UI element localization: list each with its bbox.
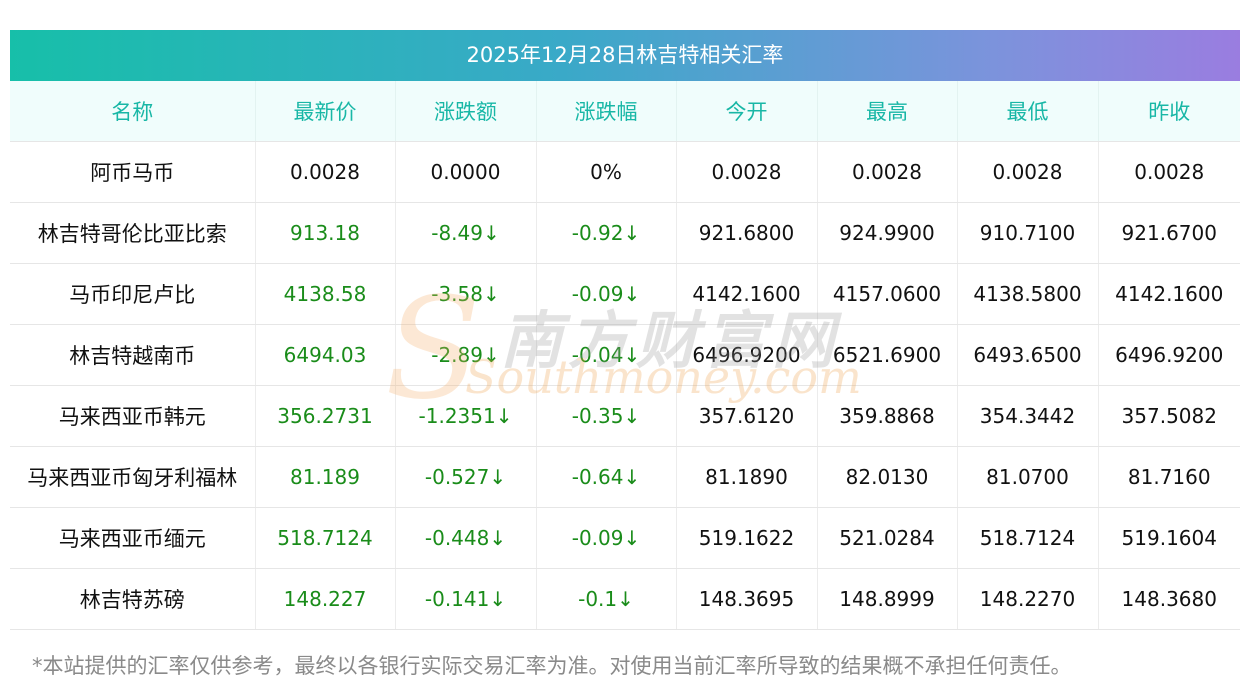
cell-change-pct: -0.04↓ (536, 324, 677, 386)
column-header-latest: 最新价 (255, 81, 396, 142)
cell-latest: 518.7124 (255, 507, 396, 569)
cell-name: 林吉特越南币 (10, 324, 256, 386)
column-header-change: 涨跌额 (395, 81, 537, 142)
cell-latest: 913.18 (255, 202, 396, 264)
table-row: 马来西亚币匈牙利福林 81.189 -0.527↓ -0.64↓ 81.1890 82.0… (10, 446, 1240, 508)
cell-name: 马币印尼卢比 (10, 263, 256, 325)
table-title: 2025年12月28日林吉特相关汇率 (10, 30, 1240, 81)
cell-high: 359.8868 (817, 385, 958, 447)
table-row: 林吉特哥伦比亚比索 913.18 -8.49↓ -0.92↓ 921.6800 924.9… (10, 202, 1240, 264)
cell-open: 148.3695 (676, 568, 818, 630)
cell-low: 910.7100 (957, 202, 1099, 264)
cell-open: 4142.1600 (676, 263, 818, 325)
cell-low: 518.7124 (957, 507, 1099, 569)
column-header-name: 名称 (10, 81, 256, 142)
cell-open: 921.6800 (676, 202, 818, 264)
cell-low: 148.2270 (957, 568, 1099, 630)
cell-open: 6496.9200 (676, 324, 818, 386)
column-header-open: 今开 (676, 81, 818, 142)
cell-change: -2.89↓ (395, 324, 537, 386)
cell-prev-close: 0.0028 (1098, 141, 1240, 203)
cell-high: 521.0284 (817, 507, 958, 569)
cell-prev-close: 921.6700 (1098, 202, 1240, 264)
cell-low: 4138.5800 (957, 263, 1099, 325)
cell-change-pct: -0.09↓ (536, 263, 677, 325)
table-header-row: 名称 最新价 涨跌额 涨跌幅 今开 最高 最低 昨收 (10, 81, 1240, 142)
column-header-low: 最低 (957, 81, 1099, 142)
cell-prev-close: 6496.9200 (1098, 324, 1240, 386)
rate-panel: 2025年12月28日林吉特相关汇率 名称 最新价 涨跌额 涨跌幅 今开 最高 … (10, 30, 1240, 630)
cell-high: 4157.0600 (817, 263, 958, 325)
cell-change-pct: 0% (536, 141, 677, 203)
cell-change: -3.58↓ (395, 263, 537, 325)
cell-high: 82.0130 (817, 446, 958, 508)
cell-prev-close: 519.1604 (1098, 507, 1240, 569)
cell-latest: 4138.58 (255, 263, 396, 325)
cell-change: -8.49↓ (395, 202, 537, 264)
rate-table: 名称 最新价 涨跌额 涨跌幅 今开 最高 最低 昨收 阿币马币 0.0028 0.0… (10, 81, 1240, 630)
cell-name: 马来西亚币缅元 (10, 507, 256, 569)
cell-latest: 148.227 (255, 568, 396, 630)
cell-open: 519.1622 (676, 507, 818, 569)
column-header-change-pct: 涨跌幅 (536, 81, 677, 142)
cell-latest: 81.189 (255, 446, 396, 508)
cell-change: 0.0000 (395, 141, 537, 203)
cell-open: 357.6120 (676, 385, 818, 447)
table-row: 马币印尼卢比 4138.58 -3.58↓ -0.09↓ 4142.1600 4157.0… (10, 263, 1240, 325)
cell-name: 林吉特苏磅 (10, 568, 256, 630)
cell-change-pct: -0.64↓ (536, 446, 677, 508)
cell-prev-close: 148.3680 (1098, 568, 1240, 630)
cell-change: -0.141↓ (395, 568, 537, 630)
table-row: 马来西亚币缅元 518.7124 -0.448↓ -0.09↓ 519.1622 521.… (10, 507, 1240, 569)
cell-prev-close: 4142.1600 (1098, 263, 1240, 325)
cell-latest: 356.2731 (255, 385, 396, 447)
table-row: 马来西亚币韩元 356.2731 -1.2351↓ -0.35↓ 357.6120 359… (10, 385, 1240, 447)
table-row: 林吉特越南币 6494.03 -2.89↓ -0.04↓ 6496.9200 6521.6… (10, 324, 1240, 386)
cell-change-pct: -0.09↓ (536, 507, 677, 569)
cell-change: -0.448↓ (395, 507, 537, 569)
cell-name: 林吉特哥伦比亚比索 (10, 202, 256, 264)
cell-low: 0.0028 (957, 141, 1099, 203)
cell-open: 81.1890 (676, 446, 818, 508)
column-header-high: 最高 (817, 81, 958, 142)
cell-high: 924.9900 (817, 202, 958, 264)
cell-latest: 0.0028 (255, 141, 396, 203)
cell-change: -1.2351↓ (395, 385, 537, 447)
cell-high: 6521.6900 (817, 324, 958, 386)
cell-low: 81.0700 (957, 446, 1099, 508)
cell-change-pct: -0.35↓ (536, 385, 677, 447)
cell-low: 6493.6500 (957, 324, 1099, 386)
cell-high: 0.0028 (817, 141, 958, 203)
cell-change-pct: -0.1↓ (536, 568, 677, 630)
cell-open: 0.0028 (676, 141, 818, 203)
column-header-prev-close: 昨收 (1098, 81, 1240, 142)
cell-change-pct: -0.92↓ (536, 202, 677, 264)
table-row: 阿币马币 0.0028 0.0000 0% 0.0028 0.0028 0.0028 0.00… (10, 141, 1240, 203)
cell-high: 148.8999 (817, 568, 958, 630)
cell-name: 马来西亚币韩元 (10, 385, 256, 447)
cell-prev-close: 357.5082 (1098, 385, 1240, 447)
cell-low: 354.3442 (957, 385, 1099, 447)
cell-latest: 6494.03 (255, 324, 396, 386)
cell-name: 阿币马币 (10, 141, 256, 203)
cell-name: 马来西亚币匈牙利福林 (10, 446, 256, 508)
disclaimer-text: *本站提供的汇率仅供参考，最终以各银行实际交易汇率为准。对使用当前汇率所导致的结… (32, 654, 1072, 678)
cell-prev-close: 81.7160 (1098, 446, 1240, 508)
cell-change: -0.527↓ (395, 446, 537, 508)
table-row: 林吉特苏磅 148.227 -0.141↓ -0.1↓ 148.3695 148.8999… (10, 568, 1240, 630)
